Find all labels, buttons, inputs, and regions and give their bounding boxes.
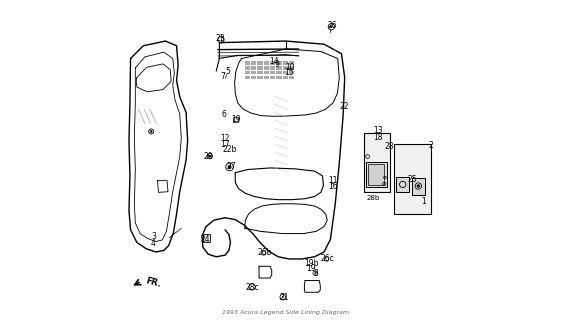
Bar — [289, 66, 294, 69]
Bar — [394, 144, 431, 214]
Text: 1993 Acura Legend Side Lining Diagram: 1993 Acura Legend Side Lining Diagram — [223, 310, 349, 316]
Text: 26c: 26c — [320, 254, 334, 263]
Circle shape — [228, 165, 231, 169]
Bar — [283, 71, 288, 74]
Text: 19b: 19b — [304, 259, 319, 268]
Text: 8: 8 — [313, 269, 318, 278]
Bar — [289, 71, 294, 74]
Text: 11: 11 — [328, 176, 337, 185]
Text: 6: 6 — [221, 109, 226, 118]
Bar — [203, 234, 210, 243]
Circle shape — [330, 26, 333, 28]
Bar — [396, 178, 409, 192]
Text: 20: 20 — [204, 152, 213, 161]
Text: 9: 9 — [275, 60, 280, 69]
Bar — [264, 61, 269, 65]
Bar — [257, 76, 263, 79]
Text: 4: 4 — [151, 239, 156, 248]
Text: 2: 2 — [429, 141, 434, 150]
Bar — [270, 61, 275, 65]
Text: 14: 14 — [269, 57, 279, 66]
Bar — [276, 61, 281, 65]
Text: 19: 19 — [231, 115, 241, 124]
Bar — [270, 76, 275, 79]
Bar — [264, 66, 269, 69]
Text: 28b: 28b — [367, 195, 380, 201]
Text: 5: 5 — [225, 67, 230, 76]
Bar — [245, 71, 250, 74]
Bar — [264, 71, 269, 74]
Text: 13: 13 — [373, 126, 383, 135]
Text: 18: 18 — [374, 133, 383, 142]
Bar — [368, 164, 384, 185]
Bar — [251, 61, 256, 65]
Text: 22b: 22b — [223, 145, 237, 154]
Bar — [412, 178, 425, 195]
Bar — [364, 133, 390, 192]
Bar — [283, 66, 288, 69]
Bar — [276, 71, 281, 74]
Text: 17: 17 — [220, 140, 230, 149]
Bar — [251, 76, 256, 79]
Text: 28c: 28c — [245, 283, 259, 292]
Text: 24: 24 — [201, 236, 210, 244]
Bar — [257, 71, 263, 74]
Text: 21: 21 — [280, 293, 289, 302]
Text: 3: 3 — [151, 232, 156, 241]
Bar — [366, 162, 387, 187]
Circle shape — [150, 131, 152, 132]
Bar — [276, 66, 281, 69]
Text: 12: 12 — [220, 134, 230, 143]
Text: 28: 28 — [384, 142, 394, 151]
Circle shape — [209, 155, 211, 157]
Text: 23: 23 — [216, 34, 225, 43]
Text: 7: 7 — [220, 72, 225, 81]
Bar — [257, 61, 263, 65]
Circle shape — [282, 296, 284, 298]
Text: 16: 16 — [328, 182, 337, 191]
Bar — [233, 116, 238, 122]
Text: 25: 25 — [407, 174, 417, 184]
Text: 1: 1 — [422, 197, 426, 206]
Bar — [251, 66, 256, 69]
Bar — [270, 66, 275, 69]
Bar — [251, 71, 256, 74]
Text: 26: 26 — [327, 21, 337, 30]
Bar — [276, 76, 281, 79]
Bar — [289, 76, 294, 79]
Bar — [264, 76, 269, 79]
Bar — [283, 61, 288, 65]
Text: 15: 15 — [284, 68, 293, 77]
Bar — [283, 76, 288, 79]
Circle shape — [417, 185, 419, 187]
Bar — [257, 66, 263, 69]
Bar — [245, 76, 250, 79]
Text: 19: 19 — [306, 264, 316, 273]
Bar — [245, 61, 250, 65]
Bar — [245, 66, 250, 69]
Text: 26b: 26b — [257, 248, 272, 257]
Bar — [289, 61, 294, 65]
Circle shape — [315, 273, 316, 274]
Text: 22: 22 — [340, 102, 349, 111]
Text: FR.: FR. — [145, 277, 162, 289]
Text: 27: 27 — [227, 163, 236, 172]
Bar — [270, 71, 275, 74]
Text: 10: 10 — [285, 63, 295, 72]
